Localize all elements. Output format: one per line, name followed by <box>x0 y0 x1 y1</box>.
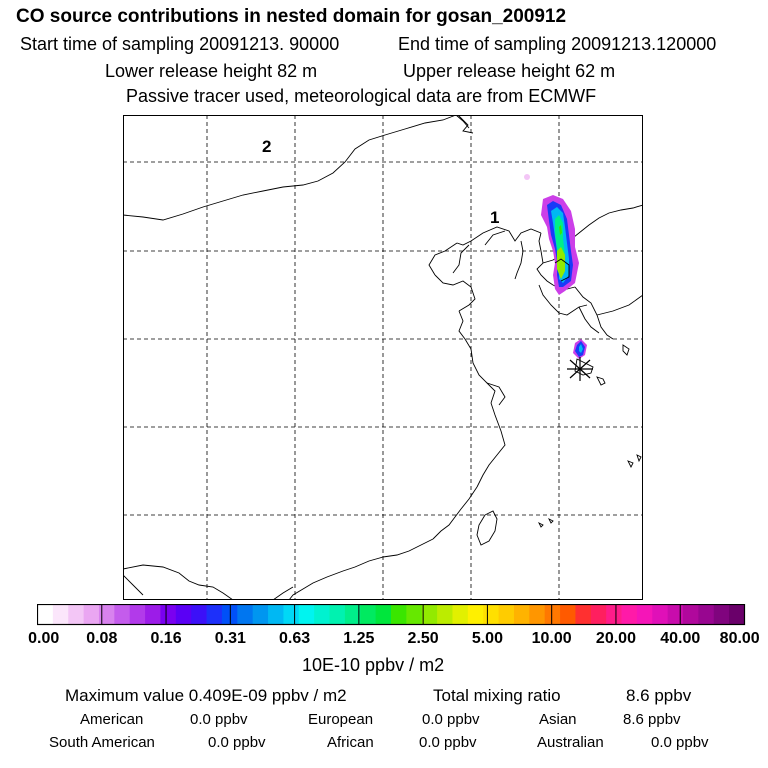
colorbar-cell <box>283 604 300 625</box>
region-name-south-american: South American <box>49 734 155 751</box>
colorbar-cell <box>360 604 377 625</box>
colorbar-cell <box>590 604 607 625</box>
colorbar-cell <box>252 604 269 625</box>
colorbar-cell <box>191 604 207 625</box>
colorbar-cell <box>560 604 576 625</box>
colorbar-tick-label: 0.08 <box>86 630 118 647</box>
colorbar-cell <box>437 604 453 625</box>
gosan-receptor-star <box>567 357 593 381</box>
colorbar-cell <box>529 604 546 625</box>
region-value-south-american: 0.0 ppbv <box>208 734 266 751</box>
colorbar-cell <box>375 604 392 625</box>
colorbar-cell <box>329 604 346 625</box>
colorbar-cell <box>667 604 684 625</box>
colorbar-cell <box>114 604 131 625</box>
coastlines-borders <box>123 115 643 600</box>
colorbar-cell <box>575 604 592 625</box>
colorbar-cell <box>406 604 423 625</box>
colorbar-cell <box>52 604 69 625</box>
colorbar-tick-label: 0.63 <box>279 630 311 647</box>
maximum-value: Maximum value 0.409E-09 ppbv / m2 <box>65 686 347 705</box>
colorbar-cell <box>652 604 669 625</box>
colorbar-cell <box>145 604 161 625</box>
region-name-american: American <box>80 711 144 728</box>
colorbar-cell <box>498 604 515 625</box>
map-gridlines <box>123 115 643 600</box>
colorbar-cell <box>129 604 146 625</box>
colorbar-tick-label: 2.50 <box>407 630 439 647</box>
colorbar-cell <box>98 604 115 625</box>
colorbar-cell <box>467 604 484 625</box>
region-value-american: 0.0 ppbv <box>190 711 248 728</box>
region-name-australian: Australian <box>537 734 604 751</box>
region-value-european: 0.0 ppbv <box>422 711 480 728</box>
colorbar-cell <box>68 604 85 625</box>
region-label-2: 2 <box>262 137 271 156</box>
colorbar-cell <box>421 604 438 625</box>
concentration-plume <box>524 174 587 359</box>
colorbar-cell <box>544 604 561 625</box>
lower-release-height: Lower release height 82 m <box>105 61 318 81</box>
end-time: End time of sampling 20091213.120000 <box>398 34 717 54</box>
colorbar-cell <box>729 604 745 625</box>
color-legend-bar <box>37 604 746 626</box>
colorbar-tick-label: 0.16 <box>150 630 182 647</box>
region-value-australian: 0.0 ppbv <box>651 734 709 751</box>
colorbar-tick-label: 10.00 <box>531 630 572 647</box>
colorbar-cell <box>314 604 330 625</box>
total-mixing-ratio-label: Total mixing ratio <box>433 686 561 705</box>
region-value-african: 0.0 ppbv <box>419 734 477 751</box>
colorbar-cell <box>160 604 177 625</box>
tracer-note: Passive tracer used, meteorological data… <box>126 86 597 106</box>
colorbar-tick-label: 40.00 <box>660 630 701 647</box>
colorbar-unit: 10E-10 ppbv / m2 <box>302 655 445 675</box>
colorbar-cell <box>37 604 54 625</box>
colorbar-tick-label: 80.00 <box>719 630 760 647</box>
colorbar-cell <box>391 604 407 625</box>
colorbar-cell <box>83 604 100 625</box>
colorbar-tick-label: 0.31 <box>214 630 246 647</box>
colorbar-cell <box>298 604 315 625</box>
colorbar-cell <box>621 604 638 625</box>
region-name-african: African <box>327 734 374 751</box>
colorbar-cell <box>452 604 469 625</box>
region-name-asian: Asian <box>539 711 577 728</box>
colorbar-cell <box>606 604 622 625</box>
map-title: CO source contributions in nested domain… <box>16 6 567 27</box>
region-name-european: European <box>308 711 374 728</box>
colorbar-tick-label: 20.00 <box>595 630 636 647</box>
nested-domain-map: 2 1 <box>123 115 643 600</box>
colorbar-cell <box>237 604 254 625</box>
colorbar-tick-label: 5.00 <box>471 630 503 647</box>
region-label-1: 1 <box>490 208 499 227</box>
colorbar-tick-label: 1.25 <box>343 630 375 647</box>
upper-release-height: Upper release height 62 m <box>403 61 616 81</box>
colorbar-cell <box>344 604 361 625</box>
region-value-asian: 8.6 ppbv <box>623 711 681 728</box>
colorbar-cell <box>513 604 530 625</box>
colorbar-cell <box>636 604 653 625</box>
start-time: Start time of sampling 20091213. 90000 <box>20 34 340 54</box>
colorbar-cell <box>206 604 223 625</box>
colorbar-cell <box>698 604 715 625</box>
colorbar-cell <box>268 604 284 625</box>
colorbar-cell <box>483 604 499 625</box>
colorbar-cell <box>713 604 730 625</box>
colorbar-cell <box>175 604 192 625</box>
colorbar-tick-label: 0.00 <box>28 630 60 647</box>
colorbar-cell <box>683 604 699 625</box>
map-frame <box>123 115 643 600</box>
total-mixing-ratio-value: 8.6 ppbv <box>626 686 692 705</box>
